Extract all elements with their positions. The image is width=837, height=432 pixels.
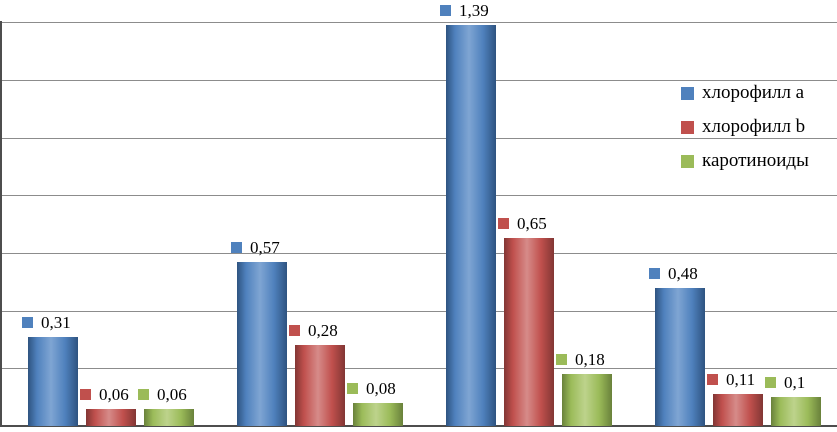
bar-label-text: 0,31 xyxy=(41,313,71,332)
bar-label-text: 0,65 xyxy=(517,214,547,233)
bar-series-1-group-2 xyxy=(295,345,345,426)
legend-swatch-carotenoids xyxy=(681,154,694,168)
bar-label-text: 0,11 xyxy=(726,370,756,389)
chart-legend: хлорофилл a хлорофилл b каротиноиды xyxy=(681,82,809,184)
bar-label-text: 0,28 xyxy=(308,321,338,340)
gridline xyxy=(0,80,837,81)
bar-label-text: 0,1 xyxy=(784,373,806,392)
bar-label-swatch xyxy=(649,268,660,279)
bar-series-1-group-1 xyxy=(86,409,136,426)
bar-series-0-group-4 xyxy=(655,288,705,426)
gridline xyxy=(0,368,837,369)
legend-swatch-chlorophyll-a xyxy=(681,86,694,100)
bar-series-1-group-3 xyxy=(504,238,554,426)
bar-series-1-group-4 xyxy=(713,394,763,426)
bar-series-0-group-1 xyxy=(28,337,78,426)
bar-series-2-group-3 xyxy=(562,374,612,426)
bar-series-0-group-2 xyxy=(237,262,287,426)
legend-label-chlorophyll-b: хлорофилл b xyxy=(702,116,806,137)
bar-label-text: 1,39 xyxy=(459,1,489,20)
bar-value-label: 0,06 xyxy=(138,385,187,405)
legend-item-chlorophyll-a: хлорофилл a xyxy=(681,82,809,104)
bar-label-swatch xyxy=(22,317,33,328)
bar-value-label: 0,57 xyxy=(231,238,280,258)
bar-value-label: 0,31 xyxy=(22,313,71,333)
gridline xyxy=(0,138,837,139)
bar-label-swatch xyxy=(80,389,91,400)
gridline xyxy=(0,253,837,254)
bar-label-swatch xyxy=(347,383,358,394)
gridline xyxy=(0,22,837,23)
bar-value-label: 0,11 xyxy=(707,370,755,390)
bar-label-swatch xyxy=(765,377,776,388)
bar-value-label: 0,48 xyxy=(649,264,698,284)
legend-swatch-chlorophyll-b xyxy=(681,120,694,134)
bar-label-swatch xyxy=(289,325,300,336)
bar-series-2-group-1 xyxy=(144,409,194,426)
bar-value-label: 0,1 xyxy=(765,373,805,393)
bar-label-text: 0,08 xyxy=(366,379,396,398)
legend-item-chlorophyll-b: хлорофилл b xyxy=(681,116,809,138)
bar-series-0-group-3 xyxy=(446,25,496,426)
bar-series-2-group-2 xyxy=(353,403,403,426)
bar-label-text: 0,57 xyxy=(250,238,280,257)
bar-value-label: 0,18 xyxy=(556,350,605,370)
legend-label-chlorophyll-a: хлорофилл a xyxy=(702,82,805,103)
bar-value-label: 0,08 xyxy=(347,379,396,399)
bar-label-swatch xyxy=(556,354,567,365)
bar-label-text: 0,48 xyxy=(668,264,698,283)
bar-value-label: 0,65 xyxy=(498,214,547,234)
bar-value-label: 0,06 xyxy=(80,385,129,405)
bar-value-label: 0,28 xyxy=(289,321,338,341)
bar-label-swatch xyxy=(707,374,718,385)
bar-label-text: 0,18 xyxy=(575,350,605,369)
bar-label-swatch xyxy=(138,389,149,400)
legend-label-carotenoids: каротиноиды xyxy=(702,150,809,171)
y-axis-line xyxy=(0,21,2,427)
legend-item-carotenoids: каротиноиды xyxy=(681,150,809,172)
bar-label-text: 0,06 xyxy=(157,385,187,404)
bar-label-swatch xyxy=(440,5,451,16)
bar-series-2-group-4 xyxy=(771,397,821,426)
gridline xyxy=(0,195,837,196)
bar-label-swatch xyxy=(498,218,509,229)
bar-label-swatch xyxy=(231,242,242,253)
gridline xyxy=(0,311,837,312)
x-axis-line xyxy=(0,425,837,427)
bar-label-text: 0,06 xyxy=(99,385,129,404)
bar-value-label: 1,39 xyxy=(440,1,489,21)
